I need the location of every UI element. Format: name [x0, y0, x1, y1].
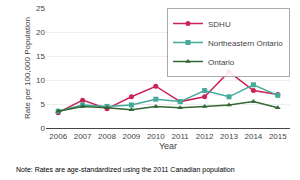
- svg-text:2010: 2010: [147, 132, 165, 141]
- svg-text:2015: 2015: [269, 132, 287, 141]
- svg-text:0: 0: [41, 124, 46, 133]
- svg-text:5: 5: [41, 100, 46, 109]
- svg-text:Year: Year: [159, 141, 177, 151]
- svg-text:10: 10: [36, 76, 45, 85]
- svg-text:2008: 2008: [98, 132, 116, 141]
- svg-text:2011: 2011: [172, 132, 190, 141]
- svg-text:25: 25: [36, 4, 45, 13]
- svg-text:Note: Rates are age-standardiz: Note: Rates are age-standardized using t…: [16, 166, 235, 174]
- svg-text:2014: 2014: [245, 132, 263, 141]
- svg-text:15: 15: [36, 52, 45, 61]
- svg-text:2013: 2013: [220, 132, 238, 141]
- svg-text:Ontario: Ontario: [208, 58, 235, 67]
- svg-text:2012: 2012: [196, 132, 214, 141]
- svg-text:SDHU: SDHU: [208, 20, 231, 29]
- svg-text:20: 20: [36, 28, 45, 37]
- svg-text:Rate per 100,000 Population: Rate per 100,000 Population: [23, 17, 32, 119]
- svg-text:2009: 2009: [123, 132, 141, 141]
- svg-text:2006: 2006: [49, 132, 67, 141]
- svg-text:Northeastern Ontario: Northeastern Ontario: [208, 39, 283, 48]
- svg-text:2007: 2007: [74, 132, 92, 141]
